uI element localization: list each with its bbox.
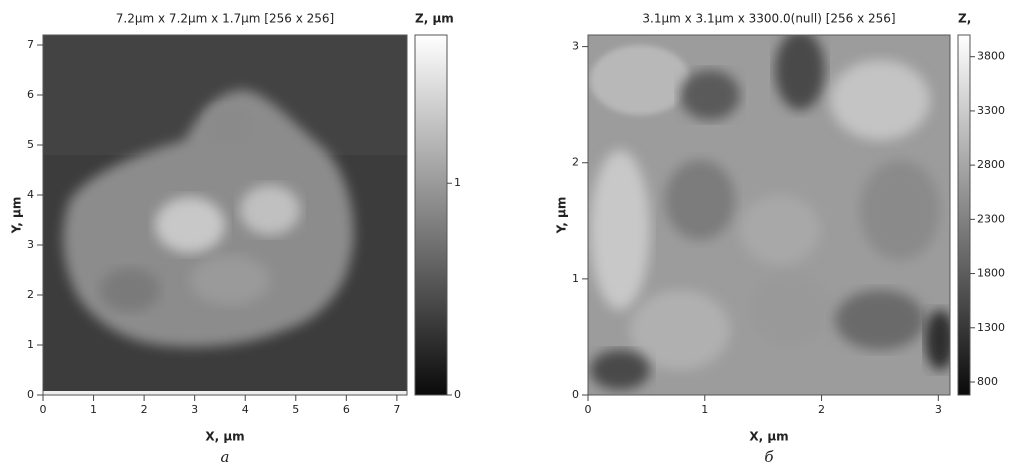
x-tick-label: 0 [40,403,47,416]
y-tick-label: 5 [27,138,34,151]
colorbar [414,34,448,396]
caption: б [764,448,774,466]
colorbar-tick-label: 1800 [977,267,1005,280]
y-tick-label: 6 [27,88,34,101]
colorbar-tick-label: 3800 [977,50,1005,63]
x-tick-label: 7 [393,403,400,416]
x-tick-label: 5 [292,403,299,416]
colorbar-label: Z, [958,12,971,26]
plot-frame [587,34,951,396]
x-tick-label: 6 [343,403,350,416]
colorbar-tick-label: 1300 [977,321,1005,334]
x-tick-label: 1 [90,403,97,416]
y-tick-label: 2 [572,156,579,169]
x-tick-label: 2 [818,403,825,416]
y-tick-label: 4 [27,188,34,201]
colorbar-label: Z, µm [415,12,454,26]
afm-image [43,35,407,395]
colorbar [957,34,971,396]
colorbar-tick-label: 1 [454,176,461,189]
chart-title: 3.1µm x 3.1µm x 3300.0(null) [256 x 256] [642,12,895,26]
colorbar-tick-label: 2300 [977,212,1005,225]
caption: а [221,448,230,466]
plot-frame [42,34,408,396]
x-tick-label: 2 [141,403,148,416]
y-axis-label: Y, µm [10,197,24,235]
y-tick-label: 7 [27,38,34,51]
colorbar-tick-label: 3300 [977,104,1005,117]
y-tick-label: 0 [572,388,579,401]
y-tick-label: 1 [27,338,34,351]
x-tick-label: 4 [242,403,249,416]
y-tick-label: 2 [27,288,34,301]
chart-title: 7.2µm x 7.2µm x 1.7µm [256 x 256] [116,12,334,26]
x-axis-label: X, µm [205,430,244,444]
y-axis-label: Y, µm [555,197,569,235]
x-tick-label: 0 [585,403,592,416]
x-axis-label: X, µm [749,430,788,444]
colorbar-tick-label: 800 [977,375,998,388]
x-tick-label: 1 [701,403,708,416]
x-tick-label: 3 [191,403,198,416]
y-tick-label: 3 [572,40,579,53]
y-tick-label: 3 [27,238,34,251]
y-tick-label: 1 [572,272,579,285]
colorbar-tick-label: 2800 [977,158,1005,171]
x-tick-label: 3 [935,403,942,416]
afm-image [588,35,950,395]
colorbar-tick-label: 0 [454,388,461,401]
y-tick-label: 0 [27,388,34,401]
